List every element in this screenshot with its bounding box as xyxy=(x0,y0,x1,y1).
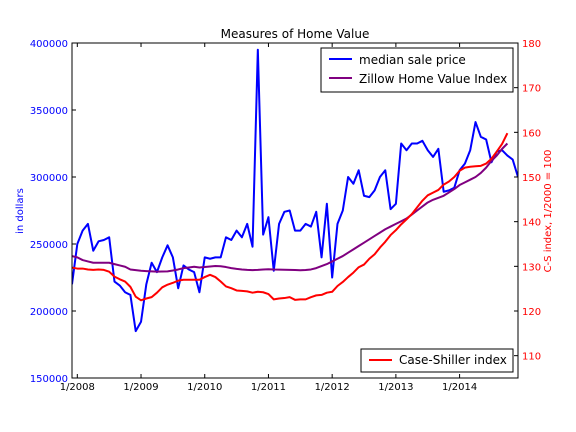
series-layer xyxy=(72,48,518,333)
y-right-tick-label: 110 xyxy=(522,352,541,363)
y-left-tick-label: 200000 xyxy=(30,307,68,318)
x-tick-label: 1/2013 xyxy=(378,382,413,393)
series-line-case_shiller xyxy=(72,132,509,302)
legend-lower: Case-Shiller index xyxy=(360,348,514,373)
x-tick-label: 1/2008 xyxy=(60,382,95,393)
legend-label-zillow: Zillow Home Value Index xyxy=(359,72,507,86)
x-tick-label: 1/2011 xyxy=(251,382,286,393)
plot-border xyxy=(71,42,519,379)
y-axis-left-label: in dollars xyxy=(15,188,26,234)
x-tick-label: 1/2010 xyxy=(187,382,222,393)
y-right-tick-label: 130 xyxy=(522,262,541,273)
y-right-tick-label: 160 xyxy=(522,128,541,139)
x-tick-label: 1/2014 xyxy=(442,382,477,393)
y-axis-right: 110 120 130 140 150 160 170 180 xyxy=(514,39,541,363)
y-left-tick-label: 400000 xyxy=(30,39,68,50)
legend-lower-box xyxy=(360,348,514,373)
y-right-tick-label: 180 xyxy=(522,39,541,50)
series-line-median xyxy=(72,48,518,333)
y-right-tick-label: 150 xyxy=(522,173,541,184)
series-line-zillow xyxy=(72,142,509,273)
x-tick-label: 1/2012 xyxy=(315,382,350,393)
y-right-tick-label: 140 xyxy=(522,218,541,229)
y-right-tick-label: 120 xyxy=(522,307,541,318)
x-axis: 1/2008 1/2009 1/2010 1/2011 1/2012 1/2013 1/20… xyxy=(60,43,477,393)
legend-label-case-shiller: Case-Shiller index xyxy=(399,353,507,367)
y-left-tick-label: 150000 xyxy=(30,374,68,385)
y-axis-left: 150000 200000 250000 300000 350000 400000 xyxy=(30,39,76,385)
y-axis-right-label: C-S index, 1/2000 = 100 xyxy=(543,150,554,273)
y-left-tick-label: 300000 xyxy=(30,173,68,184)
plot-frame xyxy=(72,43,518,378)
legend-upper-box xyxy=(320,47,514,93)
y-left-tick-label: 350000 xyxy=(30,106,68,117)
plot-area xyxy=(72,43,518,378)
legend-upper: median sale price Zillow Home Value Inde… xyxy=(320,47,514,93)
x-tick-label: 1/2009 xyxy=(123,382,158,393)
chart-title: Measures of Home Value xyxy=(221,27,370,41)
y-left-tick-label: 250000 xyxy=(30,240,68,251)
legend-label-median: median sale price xyxy=(359,53,466,67)
y-right-tick-label: 170 xyxy=(522,84,541,95)
